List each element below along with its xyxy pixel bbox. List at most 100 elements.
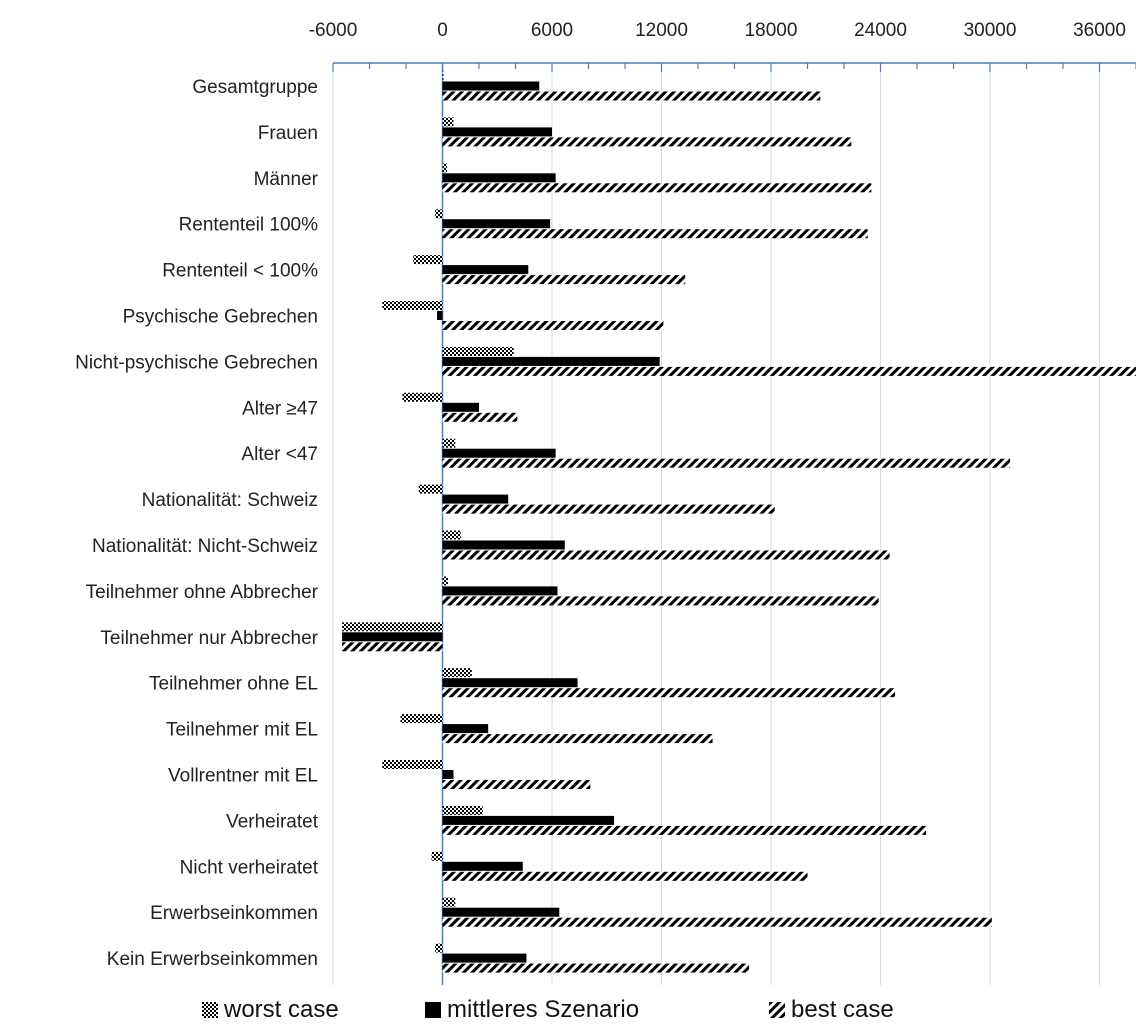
- bar-dots: [442, 805, 483, 815]
- bar-dots: [442, 897, 456, 907]
- bars: [342, 71, 1136, 973]
- legend-swatch-solid: [425, 1002, 441, 1018]
- bar-diagonal: [442, 688, 896, 698]
- bar-diagonal: [442, 504, 775, 514]
- bar-dots: [418, 484, 443, 494]
- bar-solid: [442, 402, 479, 412]
- gridlines: [332, 63, 1100, 985]
- category-label: Teilnehmer mit EL: [166, 720, 318, 741]
- bar-diagonal: [342, 642, 443, 652]
- bar-solid: [442, 127, 552, 137]
- bar-diagonal: [442, 137, 852, 147]
- legend-label-best-case: best case: [791, 996, 894, 1023]
- bar-solid: [442, 861, 523, 871]
- category-label: Teilnehmer ohne Abbrecher: [86, 582, 319, 603]
- bar-dots: [442, 530, 461, 540]
- bar-dots: [442, 163, 448, 173]
- x-tick-label: 24000: [854, 20, 907, 41]
- bar-diagonal: [442, 91, 821, 101]
- legend-label-mittleres-szenario: mittleres Szenario: [447, 996, 640, 1023]
- bar-dots: [442, 117, 454, 127]
- bar-diagonal: [442, 229, 868, 239]
- bar-diagonal: [442, 734, 713, 744]
- category-label: Psychische Gebrechen: [123, 307, 318, 328]
- bar-solid: [442, 678, 578, 688]
- bar-solid: [442, 724, 489, 734]
- bar-solid: [442, 540, 565, 550]
- bar-solid: [442, 265, 529, 275]
- bar-diagonal: [442, 321, 664, 330]
- category-label: Alter ≥47: [242, 398, 318, 419]
- bar-dots: [442, 346, 514, 356]
- x-tick-label: 30000: [964, 20, 1017, 41]
- bar-diagonal: [442, 780, 591, 789]
- x-tick-label: 6000: [531, 20, 573, 41]
- bar-dots: [431, 851, 443, 861]
- legend-swatch-dots: [202, 1002, 218, 1018]
- bar-solid: [442, 494, 509, 504]
- category-label: Nationalität: Schweiz: [142, 490, 318, 511]
- category-label: Nicht verheiratet: [180, 857, 319, 878]
- bar-solid: [442, 219, 551, 229]
- category-label: Teilnehmer nur Abbrecher: [100, 628, 318, 649]
- bar-solid: [442, 907, 560, 917]
- category-label: Rententeil 100%: [179, 215, 319, 236]
- x-tick-label: -6000: [309, 20, 358, 41]
- bar-diagonal: [442, 275, 686, 285]
- category-label: Erwerbseinkommen: [150, 903, 318, 924]
- bar-diagonal: [442, 917, 992, 927]
- legend-label-worst-case: worst case: [224, 996, 339, 1023]
- bar-solid: [437, 311, 443, 320]
- bar-diagonal: [442, 458, 1011, 468]
- bar-solid: [342, 632, 443, 642]
- bar-dots: [442, 71, 444, 81]
- bar-solid: [442, 953, 527, 963]
- bar-diagonal: [442, 366, 1136, 376]
- legend-swatch-diagonal: [769, 1002, 785, 1018]
- bar-solid: [442, 81, 540, 91]
- bar-diagonal: [442, 550, 890, 560]
- x-tick-label: 18000: [745, 20, 798, 41]
- bar-solid: [442, 356, 660, 366]
- category-label: Vollrentner mit EL: [168, 766, 318, 787]
- category-label: Verheiratet: [226, 811, 319, 832]
- bar-solid: [442, 448, 556, 458]
- category-labels: Gesamtgruppe Frauen Männer Rententeil 100% R…: [75, 77, 319, 970]
- category-label: Nationalität: Nicht-Schweiz: [92, 536, 318, 557]
- category-label: Kein Erwerbseinkommen: [107, 949, 318, 970]
- bar-dots: [400, 714, 443, 724]
- bar-solid: [442, 173, 556, 183]
- bar-diagonal: [442, 871, 808, 881]
- bar-dots: [382, 301, 443, 310]
- category-label: Frauen: [258, 123, 318, 144]
- bar-chart: -6000 0 6000 12000 18000 24000 30000 36000 Gesa…: [75, 20, 1136, 985]
- x-tick-label: 36000: [1073, 20, 1126, 41]
- bar-dots: [442, 438, 456, 448]
- bar-dots: [382, 760, 443, 769]
- bar-dots: [402, 392, 443, 402]
- bar-solid: [442, 770, 454, 779]
- category-label: Gesamtgruppe: [192, 77, 318, 98]
- category-label: Nicht-psychische Gebrechen: [75, 352, 318, 373]
- legend-item-mittleres-szenario: mittleres Szenario: [425, 996, 639, 1024]
- category-label: Männer: [254, 169, 319, 190]
- bar-dots: [413, 255, 443, 265]
- bar-solid: [442, 586, 558, 596]
- bar-diagonal: [442, 963, 750, 973]
- bar-dots: [442, 668, 472, 678]
- bar-diagonal: [442, 412, 518, 422]
- bar-dots: [442, 576, 448, 586]
- category-label: Teilnehmer ohne EL: [149, 674, 318, 695]
- legend-item-best-case: best case: [769, 996, 894, 1024]
- bar-dots: [435, 943, 443, 953]
- x-axis: -6000 0 6000 12000 18000 24000 30000 36000: [309, 20, 1136, 985]
- x-tick-label: 12000: [635, 20, 688, 41]
- legend-item-worst-case: worst case: [202, 996, 339, 1024]
- legend: worst case mittleres Szenario best case: [0, 996, 1136, 1025]
- bar-diagonal: [442, 183, 872, 193]
- category-label: Rententeil < 100%: [162, 261, 318, 282]
- bar-diagonal: [442, 596, 879, 606]
- bar-diagonal: [442, 825, 927, 835]
- bar-dots: [342, 622, 443, 632]
- bar-dots: [435, 209, 443, 219]
